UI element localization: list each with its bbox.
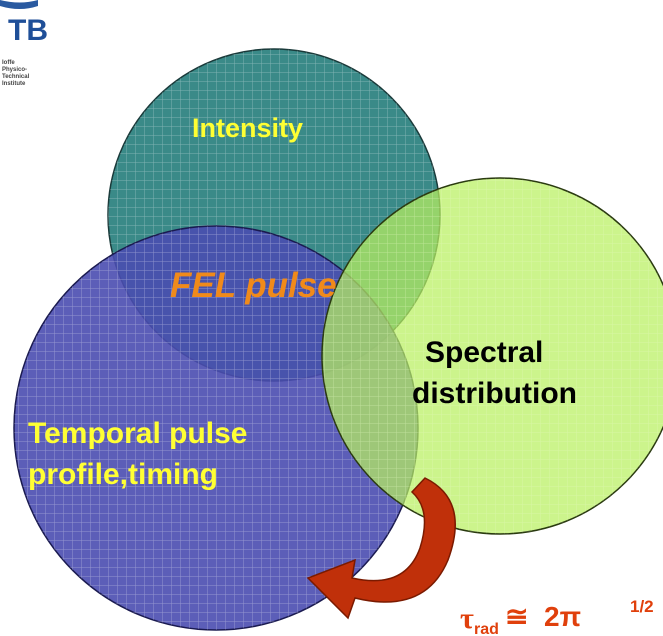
- circle-label: distribution: [412, 377, 577, 410]
- logo-initials: TB: [8, 14, 48, 47]
- formula-subscript: rad: [474, 621, 499, 636]
- logo-text: Technical: [2, 74, 30, 80]
- circle-temporal: [13, 225, 419, 631]
- curved-arrow: [306, 477, 456, 620]
- formula-symbol: τ: [460, 602, 474, 635]
- circle-label: Intensity: [192, 113, 303, 143]
- logo: TB Ioffe Physico- Technical Institute: [0, 0, 48, 87]
- circle-label: Temporal pulse: [28, 417, 248, 450]
- circle-label: profile,timing: [28, 458, 218, 491]
- formula-relation: ≅ 2π: [505, 601, 581, 632]
- logo-text: Ioffe: [2, 60, 15, 66]
- formula: τ rad ≅ 2π 1/2: [460, 597, 654, 636]
- logo-text: Institute: [2, 81, 26, 87]
- circle-label: Spectral: [425, 336, 543, 369]
- center-label: FEL pulse: [170, 266, 337, 305]
- circle-spectral: [321, 177, 663, 535]
- logo-swoosh: [0, 0, 38, 9]
- logo-text: Physico-: [2, 67, 27, 73]
- circle-grid: [14, 226, 418, 630]
- circle-grid: [322, 178, 663, 534]
- formula-superscript: 1/2: [630, 597, 654, 616]
